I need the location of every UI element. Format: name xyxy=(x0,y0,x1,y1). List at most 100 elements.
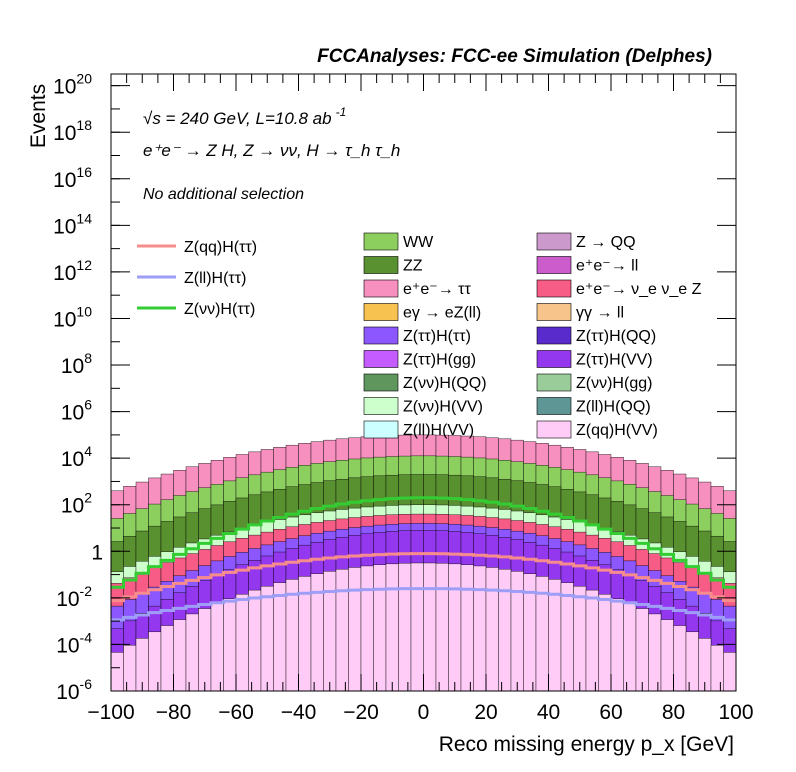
stack-bar xyxy=(273,582,287,692)
legend-swatch xyxy=(536,420,572,439)
legend-label: Z(qq)H(VV) xyxy=(576,422,658,439)
stack-bar xyxy=(260,586,274,692)
legend-label: e⁺e⁻→ ττ xyxy=(403,281,471,298)
legend-label: Z(ll)H(VV) xyxy=(403,422,474,439)
x-axis-label: Reco missing energy p_x [GeV] xyxy=(439,733,734,756)
stack-bar xyxy=(660,619,674,692)
stack-bar xyxy=(373,564,387,692)
stack-bar xyxy=(673,625,687,692)
stack-bar xyxy=(110,652,124,692)
legend-label: e⁺e⁻→ ν_e ν_e Z xyxy=(576,281,702,298)
y-tick-label: 108 xyxy=(61,350,92,378)
stack-bar xyxy=(510,571,524,692)
x-tick-label: −40 xyxy=(281,701,317,724)
legend-swatch xyxy=(363,256,399,274)
stack-bar xyxy=(435,563,449,692)
legend-swatch xyxy=(363,350,399,368)
process-annotation: e⁺e⁻ → Z H, Z → νν, H → τ_h τ_h xyxy=(143,141,400,160)
y-tick-label: 10-4 xyxy=(56,629,92,657)
stack-bar xyxy=(160,625,174,692)
stack-bar xyxy=(548,579,562,692)
legend-label: e⁺e⁻→ ll xyxy=(576,258,638,275)
legend-swatch xyxy=(536,279,572,298)
y-tick-label: 1018 xyxy=(53,117,92,145)
x-tick-label: 20 xyxy=(474,701,497,724)
y-tick-label: 102 xyxy=(61,490,92,518)
stack-bar xyxy=(485,567,499,692)
legend-swatch xyxy=(536,397,572,415)
x-tick-label: −60 xyxy=(218,701,254,724)
x-tick-label: 100 xyxy=(718,701,753,724)
legend-label: Z(ττ)H(gg) xyxy=(403,352,476,369)
legend-label: Z → QQ xyxy=(576,234,636,251)
legend-label: WW xyxy=(403,234,434,251)
legend-swatch xyxy=(363,232,399,251)
legend-swatch xyxy=(536,350,572,368)
stack-bar xyxy=(473,565,487,692)
y-tick-label: 1010 xyxy=(53,303,92,331)
x-tick-label: 80 xyxy=(662,701,685,724)
legend-label: Z(ll)H(ττ) xyxy=(184,270,246,287)
stack-bar xyxy=(148,631,162,692)
legend-label: Z(νν)H(QQ) xyxy=(403,375,487,392)
chart-header: FCCAnalyses: FCC-ee Simulation (Delphes) xyxy=(317,46,712,67)
x-tick-label: −100 xyxy=(87,701,134,724)
legend-swatch xyxy=(363,326,399,345)
legend-label: Z(ττ)H(VV) xyxy=(576,352,653,369)
stack-bar xyxy=(423,562,437,692)
stack-bar xyxy=(448,563,462,692)
legend-swatch xyxy=(536,256,572,274)
x-axis: −100 −80 −60 −40 −20 0 20 40 60 80 100 xyxy=(87,74,754,724)
stack-bar xyxy=(573,586,587,692)
x-tick-label: 40 xyxy=(537,701,560,724)
y-tick-label: 1 xyxy=(91,541,103,564)
legend-label: ZZ xyxy=(403,258,423,275)
stack-bar xyxy=(648,613,662,692)
legend-label: Z(ττ)H(ττ) xyxy=(403,328,471,345)
signal-line xyxy=(111,496,736,589)
legend-swatch xyxy=(363,420,399,439)
y-tick-label: 10-2 xyxy=(56,583,92,611)
stack-bar xyxy=(348,567,362,692)
stack-bar xyxy=(285,579,299,692)
legend-swatch xyxy=(536,373,572,392)
stack-bar xyxy=(360,565,374,692)
energy-annotation: √s = 240 GeV, L=10.8 ab -1 xyxy=(143,105,346,128)
legend-label: eγ → eZ(ll) xyxy=(403,305,481,322)
stack-bar xyxy=(173,619,187,692)
signal-line xyxy=(111,587,736,622)
legend-label: Z(νν)H(gg) xyxy=(576,375,652,392)
stack-bar xyxy=(198,608,212,692)
stack-bar xyxy=(223,598,237,692)
y-tick-label: 106 xyxy=(61,397,92,425)
y-tick-label: 1014 xyxy=(53,210,92,238)
x-tick-label: −80 xyxy=(156,701,192,724)
stack-bar xyxy=(185,613,199,692)
selection-annotation: No additional selection xyxy=(143,186,304,203)
legend-label: Z(ll)H(QQ) xyxy=(576,399,651,416)
histogram-stack xyxy=(110,434,737,692)
stack-bar xyxy=(410,562,424,692)
stack-bar xyxy=(235,594,249,692)
y-tick-label: 1016 xyxy=(53,164,92,192)
legend-label: γγ → ll xyxy=(576,305,624,322)
stack-bar xyxy=(335,569,349,692)
stack-bar xyxy=(598,594,612,692)
stack-bar xyxy=(498,569,512,692)
stack-bar xyxy=(398,563,412,692)
legend: Z(qq)H(ττ) Z(ll)H(ττ) Z(νν)H(ττ) WW Z → QQ ZZ… xyxy=(137,232,702,439)
legend-swatch xyxy=(363,373,399,392)
legend-swatch xyxy=(363,303,399,321)
y-tick-label: 1020 xyxy=(53,71,92,99)
signal-lines xyxy=(111,496,736,622)
stack-bar xyxy=(635,608,649,692)
legend-swatch xyxy=(363,397,399,415)
legend-swatch xyxy=(363,279,399,298)
y-tick-label: 1012 xyxy=(53,257,92,285)
stack-bar xyxy=(623,603,637,692)
legend-swatch xyxy=(536,232,572,251)
stack-bar xyxy=(585,589,599,692)
stack-bar xyxy=(385,563,399,692)
stack-bar xyxy=(710,645,724,692)
